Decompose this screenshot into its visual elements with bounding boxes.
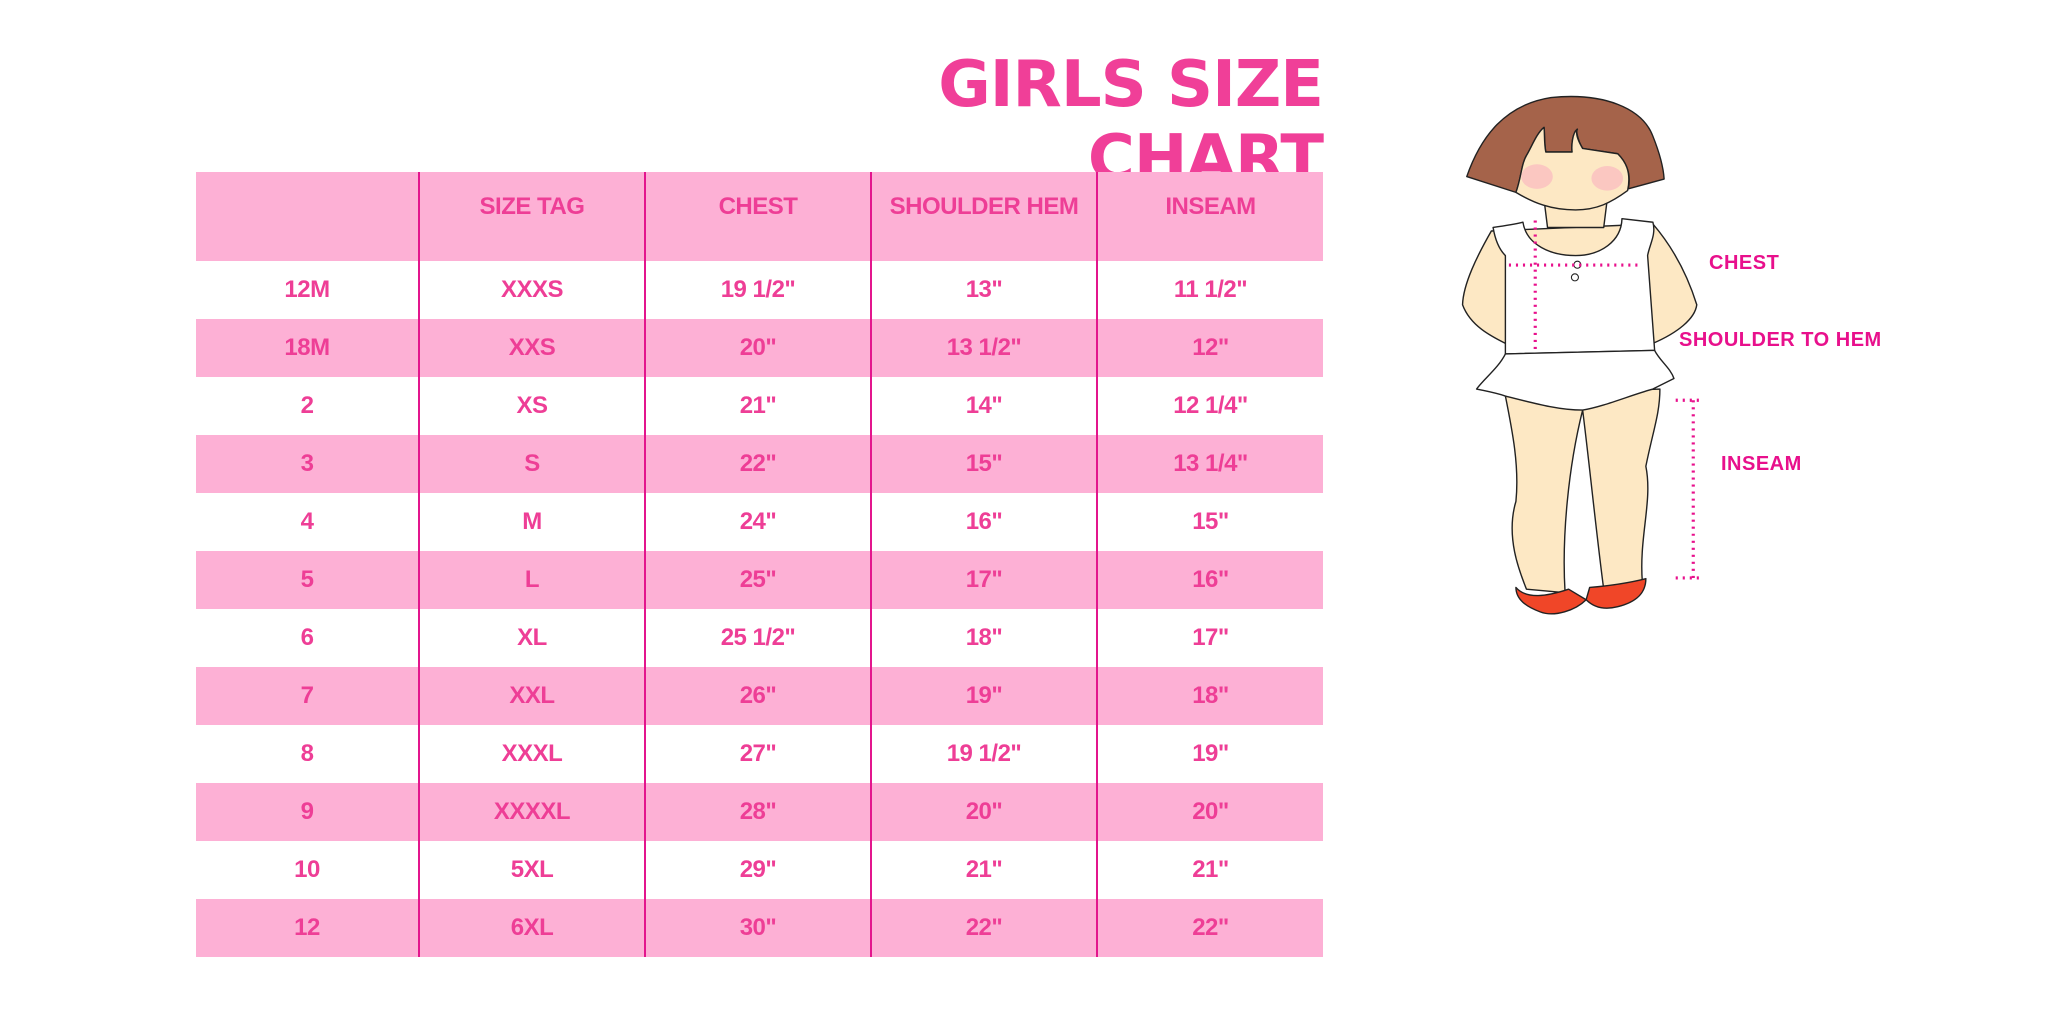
table-row: 12M XXXS 19 1/2" 13" 11 1/2" (196, 261, 1323, 319)
table-cell: M (420, 493, 646, 551)
table-cell: 17" (872, 551, 1098, 609)
shirt (1492, 218, 1656, 355)
table-cell: 28" (646, 783, 872, 841)
chest-label: CHEST (1709, 252, 1780, 274)
table-cell: 13" (872, 261, 1098, 319)
table-cell: 5 (196, 551, 420, 609)
table-cell: 26" (646, 667, 872, 725)
table-cell: 12 (196, 899, 420, 957)
page-title: GIRLS SIZE CHART (938, 48, 1324, 196)
header-cell (196, 172, 420, 261)
table-cell: 22" (872, 899, 1098, 957)
table-cell: 25" (646, 551, 872, 609)
table-row: 9 XXXXL 28" 20" 20" (196, 783, 1323, 841)
table-cell: 21" (872, 841, 1098, 899)
table-cell: 13 1/2" (872, 319, 1098, 377)
table-cell: 4 (196, 493, 420, 551)
table-cell: XXS (420, 319, 646, 377)
ruffle (1475, 349, 1675, 411)
table-cell: 19 1/2" (646, 261, 872, 319)
legs (1504, 388, 1661, 594)
table-cell: 20" (646, 319, 872, 377)
table-cell: 12 1/4" (1173, 392, 1248, 419)
table-cell: 10 (196, 841, 420, 899)
table-cell: XXXXL (420, 783, 646, 841)
left-shoe (1515, 586, 1587, 615)
table-cell: 29" (646, 841, 872, 899)
shoulder-to-hem-label: SHOULDER TO HEM (1679, 329, 1882, 351)
table-cell: 16" (1192, 566, 1229, 593)
table-cell: 20" (872, 783, 1098, 841)
table-row: 10 5XL 29" 21" 21" (196, 841, 1323, 899)
table-row: 7 XXL 26" 19" 18" (196, 667, 1323, 725)
table-cell: 22" (1192, 914, 1229, 941)
header-cell: SIZE TAG (420, 172, 646, 261)
table-cell: 21" (1192, 856, 1229, 883)
table-row: 2 XS 21" 14" 12 1/4" (196, 377, 1323, 435)
inseam-label: INSEAM (1721, 453, 1802, 475)
table-cell: 19" (1192, 740, 1229, 767)
table-cell: XXXS (420, 261, 646, 319)
table-cell: 15" (872, 435, 1098, 493)
table-cell: 24" (646, 493, 872, 551)
table-cell: 6 (196, 609, 420, 667)
header-cell: SHOULDER HEM (872, 172, 1098, 261)
table-cell: 20" (1192, 798, 1229, 825)
table-cell: L (420, 551, 646, 609)
size-chart-table: SIZE TAG CHEST SHOULDER HEM INSEAM 12M XX… (196, 172, 1323, 957)
table-cell: 21" (646, 377, 872, 435)
table-cell: 18M (196, 319, 420, 377)
table-cell: 30" (646, 899, 872, 957)
table-cell: 3 (196, 435, 420, 493)
table-row: 3 S 22" 15" 13 1/4" (196, 435, 1323, 493)
table-cell: 14" (872, 377, 1098, 435)
table-row: 4 M 24" 16" 15" (196, 493, 1323, 551)
table-cell: 18" (872, 609, 1098, 667)
table-row: 5 L 25" 17" 16" (196, 551, 1323, 609)
table-cell: 11 1/2" (1173, 276, 1248, 303)
measurement-lines (1508, 220, 1703, 580)
table-cell: 7 (196, 667, 420, 725)
table-cell: 27" (646, 725, 872, 783)
table-cell: 15" (1192, 508, 1229, 535)
table-cell: 22" (646, 435, 872, 493)
table-cell: S (420, 435, 646, 493)
table-cell: 25 1/2" (646, 609, 872, 667)
table-cell: 18" (1192, 682, 1229, 709)
table-cell: 12" (1192, 334, 1229, 361)
table-cell: 9 (196, 783, 420, 841)
table-row: 6 XL 25 1/2" 18" 17" (196, 609, 1323, 667)
girl-illustration: CHEST SHOULDER TO HEM INSEAM (1400, 80, 1950, 960)
table-cell: 17" (1192, 624, 1229, 651)
table-cell: 6XL (420, 899, 646, 957)
table-cell: 12M (196, 261, 420, 319)
header-cell: CHEST (646, 172, 872, 261)
table-cell: 19" (872, 667, 1098, 725)
table-cell: 19 1/2" (872, 725, 1098, 783)
table-cell: XS (420, 377, 646, 435)
table-cell: 5XL (420, 841, 646, 899)
table-cell: 2 (196, 377, 420, 435)
table-cell: 13 1/4" (1173, 450, 1248, 477)
table-cell: XXXL (420, 725, 646, 783)
table-cell: XXL (420, 667, 646, 725)
right-shoe (1585, 577, 1647, 609)
table-cell: 16" (872, 493, 1098, 551)
header-cell: INSEAM (1165, 192, 1256, 220)
table-cell: XL (420, 609, 646, 667)
table-row: 8 XXXL 27" 19 1/2" 19" (196, 725, 1323, 783)
table-cell: 8 (196, 725, 420, 783)
table-header-row: SIZE TAG CHEST SHOULDER HEM INSEAM (196, 172, 1323, 261)
table-row: 12 6XL 30" 22" 22" (196, 899, 1323, 957)
table-row: 18M XXS 20" 13 1/2" 12" (196, 319, 1323, 377)
girl-figure-svg (1461, 95, 1703, 615)
